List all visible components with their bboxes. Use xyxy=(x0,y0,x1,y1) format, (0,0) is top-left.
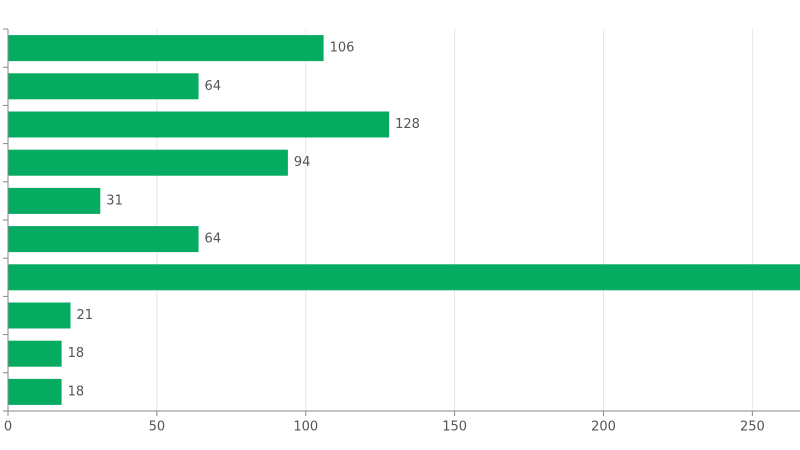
x-tick-label: 0 xyxy=(4,420,12,435)
bar xyxy=(8,264,800,291)
value-label: 64 xyxy=(205,232,222,247)
bar xyxy=(8,378,62,405)
value-label: 128 xyxy=(395,117,420,132)
x-tick-label: 150 xyxy=(442,420,467,435)
x-tick-label: 200 xyxy=(591,420,616,435)
bar xyxy=(8,302,71,329)
value-label: 18 xyxy=(68,346,85,361)
value-label: 106 xyxy=(330,41,355,56)
bar xyxy=(8,226,199,253)
value-label: 94 xyxy=(294,155,311,170)
bar xyxy=(8,187,101,214)
value-label: 64 xyxy=(205,79,222,94)
x-tick-label: 100 xyxy=(293,420,318,435)
value-label: 31 xyxy=(106,193,123,208)
value-label: 21 xyxy=(77,308,94,323)
bar xyxy=(8,73,199,100)
bar xyxy=(8,149,288,176)
x-tick-label: 50 xyxy=(149,420,166,435)
bar xyxy=(8,35,324,62)
value-label: 18 xyxy=(68,384,85,399)
bar xyxy=(8,111,390,138)
x-tick-label: 250 xyxy=(740,420,765,435)
bar xyxy=(8,340,62,367)
